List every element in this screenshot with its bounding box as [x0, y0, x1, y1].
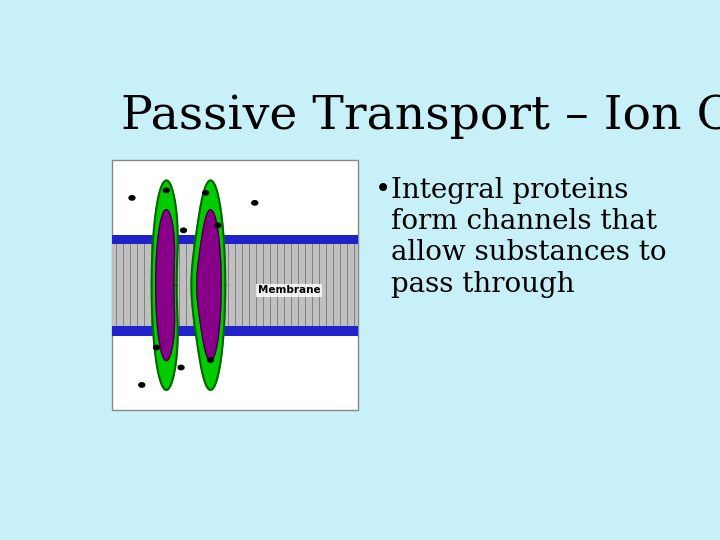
- Circle shape: [129, 195, 135, 200]
- Bar: [112, 235, 358, 244]
- Circle shape: [252, 201, 258, 205]
- Text: Integral proteins: Integral proteins: [392, 177, 629, 204]
- Text: •: •: [374, 177, 391, 204]
- Text: form channels that: form channels that: [392, 208, 657, 235]
- Polygon shape: [156, 210, 174, 361]
- Text: Passive Transport – Ion Channels: Passive Transport – Ion Channels: [121, 94, 720, 139]
- Circle shape: [153, 346, 159, 350]
- Polygon shape: [192, 180, 225, 390]
- Polygon shape: [197, 210, 221, 361]
- Circle shape: [139, 383, 145, 387]
- Text: allow substances to: allow substances to: [392, 239, 667, 266]
- Circle shape: [178, 365, 184, 370]
- Bar: [112, 326, 358, 336]
- Circle shape: [202, 191, 209, 195]
- Circle shape: [181, 228, 186, 233]
- Circle shape: [163, 188, 169, 193]
- FancyBboxPatch shape: [112, 160, 358, 410]
- Circle shape: [215, 223, 221, 227]
- Text: pass through: pass through: [392, 271, 575, 298]
- Bar: [112, 240, 358, 330]
- Polygon shape: [152, 180, 178, 390]
- Text: Membrane: Membrane: [258, 285, 320, 295]
- Circle shape: [207, 358, 213, 362]
